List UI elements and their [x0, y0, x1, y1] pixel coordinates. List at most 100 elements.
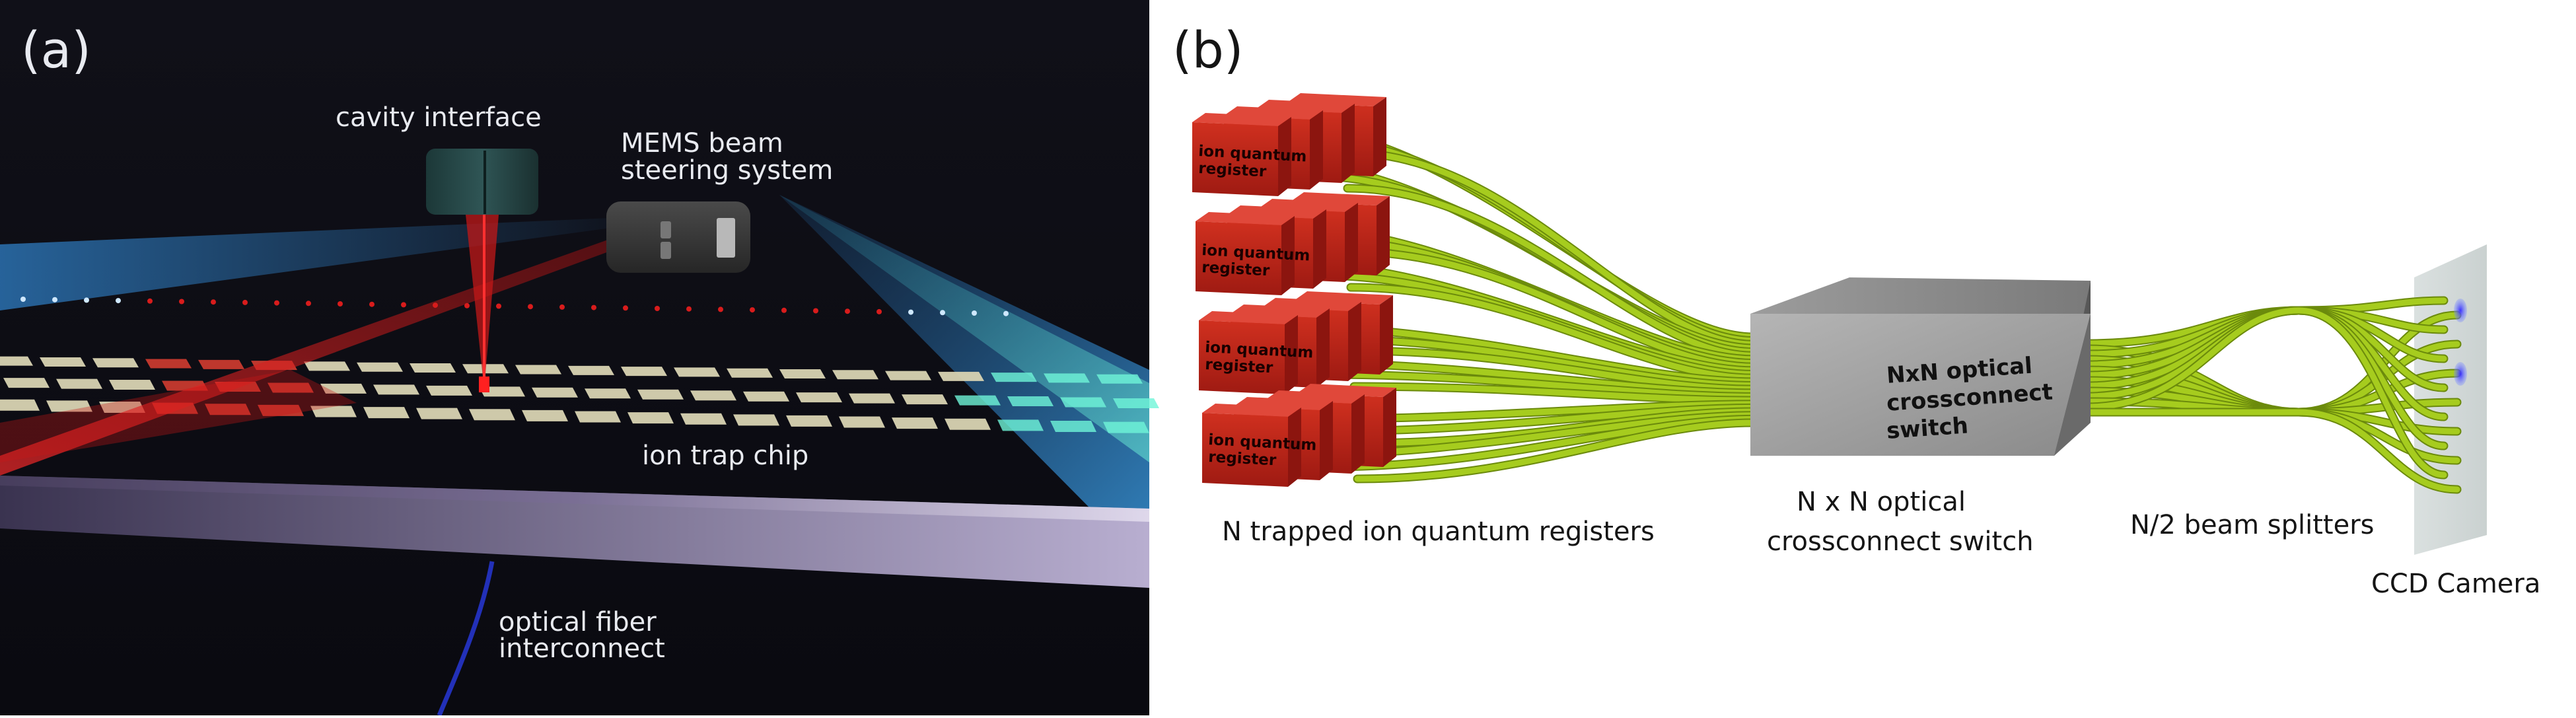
- ion-dot-10: [306, 301, 311, 306]
- register-2-label-line2: register: [1201, 259, 1270, 280]
- chip-pad-r2-17: [849, 393, 895, 404]
- register-g1-top-1: [1192, 113, 1291, 126]
- right-cyan-beam: [779, 195, 1149, 462]
- ion-dot-8: [242, 299, 248, 305]
- ion-dot-17: [528, 304, 533, 310]
- chip-pad-r1-15: [727, 368, 773, 378]
- left-blue-beam: [0, 218, 611, 310]
- chip-pad-r2-13: [637, 389, 684, 400]
- chip-pad-r1-12: [568, 365, 614, 375]
- chip-pad-r1-22: [1096, 374, 1143, 384]
- chip-pad-r1-2: [40, 357, 86, 367]
- chip-pad-r2-2: [56, 378, 102, 389]
- register-1-label-line2: register: [1198, 160, 1267, 181]
- crossconnect-switch-box: [1750, 277, 2091, 456]
- chip-pad-r3-7: [310, 406, 357, 417]
- chip-pad-r1-9: [410, 363, 456, 373]
- ion-register-stack: [1192, 93, 1396, 487]
- fiber-out-14: [2084, 409, 2460, 493]
- ion-dot-6: [179, 299, 184, 305]
- chip-pad-r3-13: [627, 412, 674, 424]
- chip-pad-r1-3: [92, 358, 139, 368]
- chip-pad-r1-16: [779, 369, 826, 378]
- register-g4-side-1: [1288, 408, 1301, 487]
- chip-pad-r1-19: [938, 371, 984, 381]
- register-g1-side-3: [1342, 104, 1355, 183]
- ion-dot-7: [211, 299, 216, 305]
- register-g2-side-3: [1345, 203, 1358, 282]
- optical-fibers-bundle: [1283, 124, 2462, 494]
- fiber-in-23: [1324, 415, 1757, 470]
- chip-pad-r3-20: [997, 419, 1044, 431]
- ion-dot-30: [940, 310, 945, 316]
- register-g3-top-1: [1199, 311, 1298, 324]
- chip-pad-r1-5: [198, 359, 244, 369]
- chip-pad-r2-18: [902, 394, 948, 405]
- chip-pad-r1-21: [1044, 373, 1090, 383]
- ion-dot-24: [750, 307, 755, 313]
- register-g4-side-4: [1383, 388, 1396, 467]
- optical-fiber: [437, 561, 495, 717]
- chip-pad-r2-11: [532, 387, 578, 398]
- register-g4-side-3: [1351, 394, 1365, 474]
- fiber-label-line1: optical fiber: [499, 607, 657, 637]
- chip-pad-r3-18: [892, 417, 938, 429]
- register-g4-front-1: [1202, 413, 1288, 487]
- ion-dot-22: [686, 306, 692, 312]
- ion-dot-4: [116, 298, 121, 304]
- register-g1-side-4: [1373, 97, 1386, 176]
- register-g2-front-1: [1196, 221, 1281, 295]
- cavity-interface-label: cavity interface: [336, 102, 542, 133]
- mems-label-line2: steering system: [621, 155, 834, 186]
- register-g1-front-1: [1192, 122, 1278, 196]
- fiber-in-3: [1344, 149, 1757, 347]
- register-g1-side-1: [1278, 117, 1291, 196]
- register-4-label-line2: register: [1207, 449, 1277, 470]
- chip-pad-r2-21: [1060, 397, 1106, 408]
- ion-dot-27: [845, 308, 850, 314]
- fiber-in-9: [1347, 248, 1757, 370]
- ion-dot-2: [52, 297, 57, 303]
- chip-pad-r3-11: [522, 410, 568, 421]
- ion-dot-12: [369, 301, 375, 307]
- ion-dot-26: [813, 308, 818, 314]
- chip-pad-r1-4: [145, 359, 192, 369]
- cavity-interface-device: [426, 149, 538, 392]
- panel-b-label: (b): [1172, 20, 1244, 79]
- chip-pad-r3-12: [575, 411, 621, 423]
- mems-label-line1: MEMS beam: [621, 128, 783, 159]
- chip-pad-r1-17: [832, 370, 878, 380]
- chip-pad-r2-10: [479, 386, 525, 397]
- register-g3-side-3: [1348, 302, 1361, 381]
- chip-pad-r2-16: [796, 392, 842, 403]
- chip-pad-r2-8: [373, 384, 419, 395]
- register-g2-side-1: [1281, 216, 1295, 295]
- register-3-label-line2: register: [1204, 356, 1273, 377]
- chip-pad-r3-15: [733, 414, 779, 426]
- register-g2-top-1: [1196, 212, 1295, 225]
- right-blue-beam: [779, 195, 1149, 568]
- chip-pad-r2-20: [1007, 396, 1054, 407]
- camera-caption: CCD Camera: [2371, 569, 2541, 599]
- ion-dot-31: [972, 310, 977, 316]
- chip-pad-r3-16: [786, 415, 832, 427]
- trapped-ion-row: [20, 297, 1009, 316]
- chip-pad-r1-7: [304, 361, 350, 371]
- chip-pad-r3-22: [1103, 421, 1149, 433]
- ion-trap-chip-label: ion trap chip: [642, 441, 809, 471]
- fiber-in-6: [1344, 185, 1757, 359]
- panel-b-graphics: [1192, 93, 2487, 555]
- red-glow: [0, 370, 357, 462]
- camera-spot-2: [2454, 362, 2467, 386]
- ion-dot-3: [84, 297, 89, 303]
- register-g4-side-2: [1320, 401, 1333, 480]
- chip-pad-r3-9: [416, 408, 462, 419]
- register-g2-side-4: [1377, 196, 1390, 275]
- chip-pad-r3-2: [46, 400, 92, 412]
- switch-caption-line1: N x N optical: [1797, 487, 1966, 517]
- chip-pad-r3-19: [945, 418, 991, 430]
- chip-pad-r3-8: [363, 407, 410, 419]
- chip-pad-r1-8: [357, 362, 403, 372]
